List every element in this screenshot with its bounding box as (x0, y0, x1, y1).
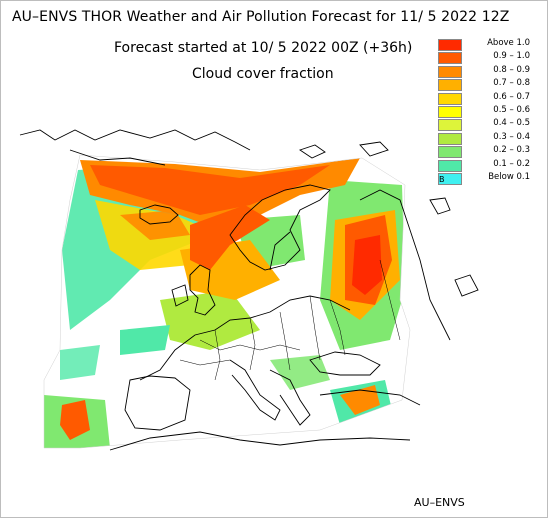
legend-row: 0.2 – 0.3 (438, 145, 538, 159)
legend-row: 0.5 – 0.6 (438, 105, 538, 118)
legend-label: 0.6 – 0.7 (493, 91, 530, 102)
legend-swatch (438, 39, 462, 51)
legend-swatch (438, 79, 462, 92)
legend-swatch: B (438, 172, 462, 185)
legend-label: 0.2 – 0.3 (493, 145, 530, 156)
country-borders (179, 259, 401, 381)
legend-row: 0.6 – 0.7 (438, 92, 538, 105)
legend-row: B Below 0.1 (438, 172, 538, 185)
legend-swatch (438, 119, 462, 132)
legend-label: 0.8 – 0.9 (493, 64, 530, 75)
legend-row: 0.8 – 0.9 (438, 65, 538, 78)
credit-label: AU–ENVS (414, 496, 465, 509)
legend-row: 0.9 – 1.0 (438, 51, 538, 65)
legend-below-mark: B (439, 174, 445, 184)
legend-swatch (438, 105, 462, 118)
legend-swatch (438, 92, 462, 105)
color-legend: Above 1.0 0.9 – 1.0 0.8 – 0.9 0.7 – 0.8 … (438, 38, 538, 185)
legend-swatch (438, 159, 462, 172)
legend-row: 0.3 – 0.4 (438, 132, 538, 145)
legend-label: 0.5 – 0.6 (493, 104, 530, 115)
cloud-field (44, 158, 405, 448)
domain-outline (43, 154, 411, 449)
legend-row: Above 1.0 (438, 38, 538, 51)
forecast-start-subtitle: Forecast started at 10/ 5 2022 00Z (+36h… (114, 40, 413, 56)
legend-label: 0.9 – 1.0 (493, 51, 530, 62)
legend-swatch (438, 65, 462, 78)
legend-swatch (438, 146, 462, 159)
legend-label: 0.7 – 0.8 (493, 78, 530, 89)
legend-swatch (438, 132, 462, 145)
legend-label: 0.4 – 0.5 (493, 118, 530, 129)
legend-label: Below 0.1 (488, 171, 530, 182)
legend-label: 0.3 – 0.4 (493, 131, 530, 142)
legend-row: 0.4 – 0.5 (438, 118, 538, 132)
legend-row: 0.7 – 0.8 (438, 78, 538, 92)
field-name: Cloud cover fraction (192, 66, 334, 82)
legend-label: Above 1.0 (487, 38, 530, 48)
legend-swatch (438, 52, 462, 65)
legend-label: 0.1 – 0.2 (493, 158, 530, 169)
coastlines (19, 129, 479, 451)
map-title: AU–ENVS THOR Weather and Air Pollution F… (12, 9, 510, 25)
legend-row: 0.1 – 0.2 (438, 159, 538, 172)
